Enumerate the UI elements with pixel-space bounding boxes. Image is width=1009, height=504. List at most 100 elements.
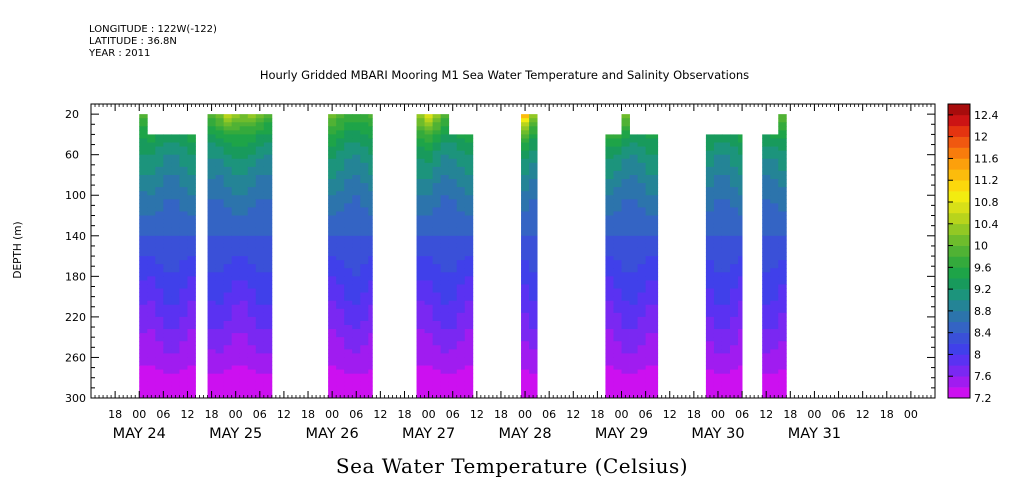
data-cell bbox=[621, 162, 630, 168]
data-cell bbox=[653, 284, 659, 289]
data-cell bbox=[223, 247, 233, 253]
data-cell bbox=[629, 296, 638, 302]
x-tick-label: 00 bbox=[615, 408, 629, 421]
data-cell bbox=[336, 191, 345, 196]
data-cell bbox=[721, 252, 731, 257]
data-cell bbox=[215, 223, 225, 229]
data-cell bbox=[239, 203, 249, 208]
data-cell bbox=[448, 272, 458, 277]
data-cell bbox=[605, 316, 614, 322]
data-cell bbox=[328, 215, 337, 220]
data-cell bbox=[239, 325, 249, 330]
data-cell bbox=[155, 174, 164, 180]
data-cell bbox=[770, 337, 779, 342]
data-cell bbox=[155, 268, 164, 273]
data-cell bbox=[637, 349, 647, 354]
data-cell bbox=[637, 329, 647, 334]
data-cell bbox=[163, 349, 172, 354]
data-cell bbox=[721, 292, 731, 298]
data-cell bbox=[705, 138, 715, 143]
data-cell bbox=[770, 276, 779, 281]
data-cell bbox=[730, 247, 739, 253]
data-cell bbox=[223, 138, 233, 143]
data-cell bbox=[529, 118, 538, 123]
data-cell bbox=[360, 243, 369, 249]
data-cell bbox=[424, 256, 434, 261]
data-cell bbox=[163, 158, 172, 164]
data-cell bbox=[448, 308, 458, 314]
data-cell bbox=[139, 130, 148, 135]
data-cell bbox=[352, 333, 361, 338]
data-cell bbox=[171, 320, 180, 326]
data-cell bbox=[456, 288, 466, 293]
data-cell bbox=[613, 138, 622, 143]
data-cell bbox=[344, 203, 353, 208]
data-cell bbox=[424, 345, 434, 350]
data-cell bbox=[179, 138, 188, 143]
data-cell bbox=[139, 264, 148, 269]
data-cell bbox=[263, 243, 273, 249]
data-cell bbox=[171, 353, 180, 358]
data-cell bbox=[231, 142, 241, 147]
colorbar-band bbox=[948, 376, 970, 388]
data-cell bbox=[344, 142, 353, 147]
data-cell bbox=[147, 365, 156, 371]
data-cell bbox=[360, 373, 369, 379]
data-cell bbox=[440, 312, 450, 318]
data-cell bbox=[730, 329, 739, 334]
data-cell bbox=[344, 304, 353, 310]
data-cell bbox=[713, 308, 723, 314]
data-cell bbox=[187, 345, 196, 350]
data-cell bbox=[456, 381, 466, 387]
data-cell bbox=[778, 268, 787, 273]
data-cell bbox=[629, 215, 638, 220]
data-cell bbox=[155, 227, 164, 233]
data-cell bbox=[344, 357, 353, 362]
data-cell bbox=[705, 300, 715, 306]
data-cell bbox=[239, 256, 249, 261]
data-cell bbox=[440, 349, 450, 354]
data-cell bbox=[653, 134, 659, 139]
data-cell bbox=[247, 312, 257, 318]
data-cell bbox=[155, 288, 164, 293]
data-cell bbox=[637, 341, 647, 346]
data-cell bbox=[171, 381, 180, 387]
data-cell bbox=[187, 260, 196, 265]
data-cell bbox=[730, 320, 739, 326]
data-cell bbox=[440, 308, 450, 314]
data-cell bbox=[730, 325, 739, 330]
data-cell bbox=[464, 304, 474, 310]
data-cell bbox=[187, 146, 196, 152]
data-cell bbox=[605, 329, 614, 334]
data-cell bbox=[424, 207, 434, 212]
data-cell bbox=[521, 247, 530, 253]
data-cell bbox=[416, 320, 425, 326]
data-cell bbox=[448, 304, 458, 310]
data-cell bbox=[231, 264, 241, 269]
data-cell bbox=[778, 122, 787, 127]
data-cell bbox=[207, 284, 216, 289]
data-cell bbox=[521, 268, 530, 273]
data-cell bbox=[247, 199, 257, 204]
data-cell bbox=[738, 320, 743, 326]
data-cell bbox=[416, 239, 425, 245]
data-cell bbox=[344, 195, 353, 200]
data-cell bbox=[713, 264, 723, 269]
data-cell bbox=[336, 300, 345, 306]
data-cell bbox=[263, 170, 273, 176]
data-cell bbox=[231, 308, 241, 314]
data-cell bbox=[263, 126, 273, 131]
data-cell bbox=[163, 288, 172, 293]
data-cell bbox=[605, 268, 614, 273]
data-cell bbox=[147, 170, 156, 176]
data-cell bbox=[231, 166, 241, 172]
data-cell bbox=[255, 260, 265, 265]
data-cell bbox=[529, 276, 538, 281]
data-cell bbox=[621, 385, 630, 391]
data-cell bbox=[705, 146, 715, 152]
data-cell bbox=[147, 389, 156, 395]
data-cell bbox=[448, 296, 458, 302]
data-cell bbox=[770, 223, 779, 229]
data-cell bbox=[432, 272, 442, 277]
data-cell bbox=[336, 134, 345, 139]
